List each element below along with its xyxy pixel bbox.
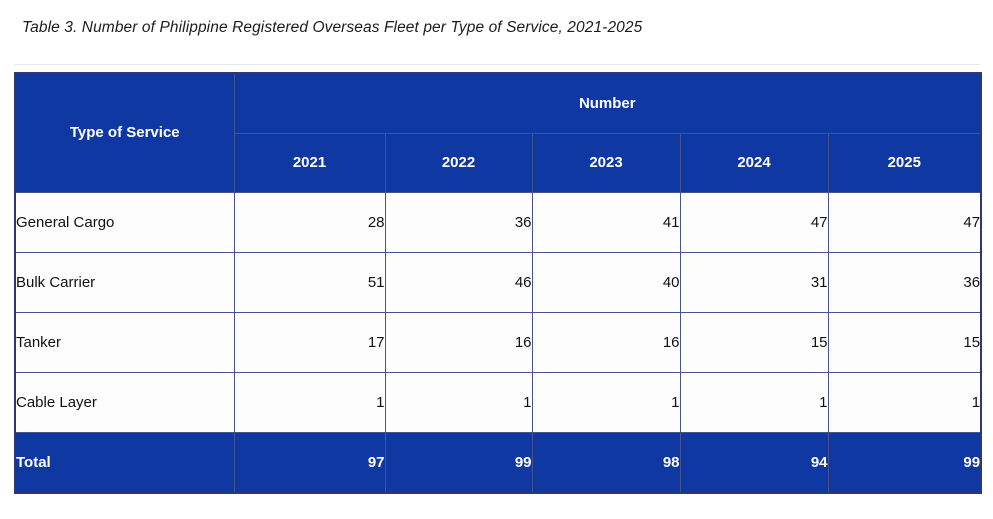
total-label: Total xyxy=(14,431,235,494)
row-label: Bulk Carrier xyxy=(14,251,235,313)
cell-value: 47 xyxy=(827,191,982,253)
table-row-total: Total 97 99 98 94 99 xyxy=(14,431,982,494)
fleet-table: Type of Service Number 2021 2022 2023 20… xyxy=(14,72,983,494)
cell-value: 36 xyxy=(827,251,982,313)
cell-value: 28 xyxy=(233,191,386,253)
cell-value: 17 xyxy=(233,311,386,373)
row-label: Cable Layer xyxy=(14,371,235,433)
header-type-of-service: Type of Service xyxy=(14,72,235,193)
total-value: 99 xyxy=(384,431,533,494)
table-caption: Table 3. Number of Philippine Registered… xyxy=(22,19,643,36)
cell-value: 46 xyxy=(384,251,533,313)
cell-value: 31 xyxy=(679,251,829,313)
cell-value: 16 xyxy=(384,311,533,373)
table-row-cable-layer: Cable Layer 1 1 1 1 1 xyxy=(14,371,982,433)
cell-value: 36 xyxy=(384,191,533,253)
cell-value: 1 xyxy=(384,371,533,433)
header-number-group: Number xyxy=(233,72,982,134)
caption-divider xyxy=(14,64,980,65)
table-row-bulk-carrier: Bulk Carrier 51 46 40 31 36 xyxy=(14,251,982,313)
cell-value: 41 xyxy=(531,191,681,253)
header-year-2024: 2024 xyxy=(679,132,829,193)
table-row-general-cargo: General Cargo 28 36 41 47 47 xyxy=(14,191,982,253)
total-value: 97 xyxy=(233,431,386,494)
cell-value: 51 xyxy=(233,251,386,313)
header-year-2021: 2021 xyxy=(233,132,386,193)
row-label: General Cargo xyxy=(14,191,235,253)
total-value: 98 xyxy=(531,431,681,494)
total-value: 94 xyxy=(679,431,829,494)
header-year-2025: 2025 xyxy=(827,132,982,193)
cell-value: 47 xyxy=(679,191,829,253)
cell-value: 16 xyxy=(531,311,681,373)
header-group-row: Type of Service Number xyxy=(14,72,982,193)
cell-value: 15 xyxy=(679,311,829,373)
cell-value: 40 xyxy=(531,251,681,313)
cell-value: 15 xyxy=(827,311,982,373)
header-year-2023: 2023 xyxy=(531,132,681,193)
cell-value: 1 xyxy=(827,371,982,433)
cell-value: 1 xyxy=(233,371,386,433)
total-value: 99 xyxy=(827,431,982,494)
header-year-row: 2021 2022 2023 2024 2025 xyxy=(15,132,982,193)
cell-value: 1 xyxy=(531,371,681,433)
row-label: Tanker xyxy=(14,311,235,373)
cell-value: 1 xyxy=(679,371,829,433)
header-year-2022: 2022 xyxy=(384,132,533,193)
table-row-tanker: Tanker 17 16 16 15 15 xyxy=(14,311,982,373)
